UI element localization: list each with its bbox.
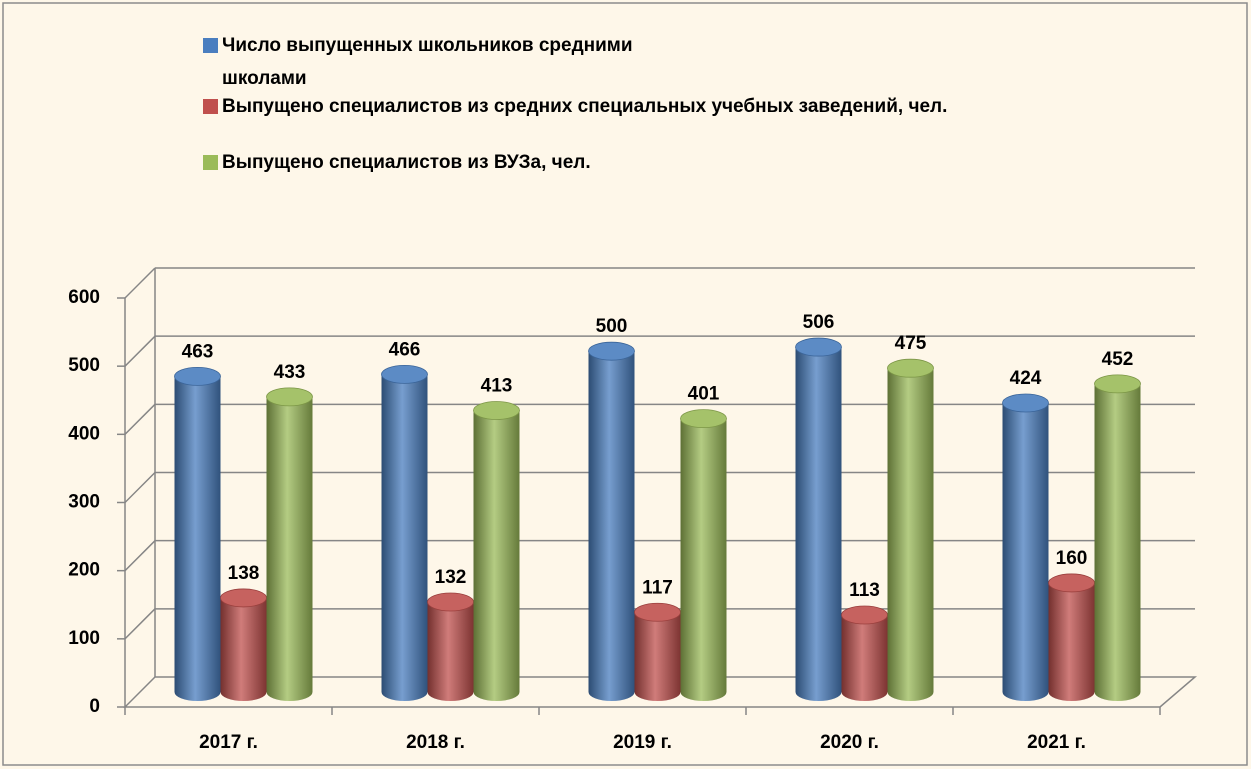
legend-label: Выпущено специалистов из средних специал…	[222, 96, 948, 117]
cylinder	[473, 410, 520, 702]
grid-line-side	[124, 540, 156, 572]
legend-label: Выпущено специалистов из ВУЗа, чел.	[222, 152, 591, 173]
data-label: 160	[1056, 548, 1088, 569]
data-label: 475	[895, 333, 927, 354]
x-tick-label: 2020 г.	[820, 732, 879, 753]
data-label: 117	[642, 577, 673, 598]
y-tick-label: 100	[68, 628, 100, 649]
cylinder-top	[1094, 374, 1141, 394]
legend-label: Число выпущенных школьников средними шко…	[222, 35, 633, 89]
y-tick-label: 600	[68, 287, 100, 308]
cylinder	[588, 351, 635, 702]
data-label: 466	[389, 339, 421, 360]
y-tick-label: 400	[68, 423, 100, 444]
legend-item: Число выпущенных школьников средними шко…	[203, 29, 633, 95]
data-label: 113	[849, 580, 880, 601]
cylinder-top	[841, 605, 888, 625]
cylinder	[1048, 582, 1095, 702]
x-tick-label: 2017 г.	[199, 732, 258, 753]
cylinder-top	[381, 364, 428, 384]
cylinder-top	[680, 409, 727, 429]
cylinder	[220, 597, 267, 702]
data-label: 500	[596, 316, 628, 337]
cylinder-top	[1002, 393, 1049, 413]
cylinder	[266, 396, 313, 702]
data-label: 424	[1010, 368, 1042, 389]
legend-swatch	[203, 155, 218, 170]
data-label: 132	[435, 567, 467, 588]
cylinder	[381, 374, 428, 702]
legend-item: Выпущено специалистов из средних специал…	[203, 90, 947, 123]
floor	[123, 676, 1198, 708]
cylinder	[841, 614, 888, 702]
cylinder-top	[887, 358, 934, 378]
x-tick-label: 2021 г.	[1027, 732, 1086, 753]
grid-line-side	[124, 471, 156, 504]
x-tick-label: 2018 г.	[406, 732, 465, 753]
cylinder	[427, 602, 474, 702]
cylinder	[887, 368, 934, 702]
y-tick-label: 300	[68, 492, 100, 513]
legend-item: Выпущено специалистов из ВУЗа, чел.	[203, 146, 591, 179]
cylinder-top	[220, 588, 267, 608]
cylinder	[1094, 383, 1141, 702]
grid-line-side	[124, 608, 156, 640]
cylinder-top	[174, 366, 221, 386]
y-tick-label: 500	[68, 355, 100, 376]
cylinder-top	[588, 341, 635, 361]
cylinder	[174, 376, 221, 702]
data-label: 413	[481, 375, 513, 396]
data-label: 506	[803, 312, 835, 333]
y-tick-label: 0	[89, 696, 100, 717]
cylinder-top	[634, 602, 681, 622]
cylinder	[1002, 402, 1049, 702]
cylinder-top	[473, 401, 520, 420]
legend-swatch	[203, 38, 218, 53]
cylinder-top	[795, 337, 842, 357]
data-label: 433	[274, 362, 306, 383]
cylinder-top	[427, 592, 474, 612]
legend-swatch	[203, 99, 218, 114]
data-label: 138	[228, 563, 260, 584]
data-label: 401	[688, 384, 720, 405]
data-label: 452	[1102, 349, 1134, 370]
cylinder-top	[266, 387, 313, 407]
y-tick-label: 200	[68, 560, 100, 581]
cylinder	[795, 347, 842, 702]
cylinder	[680, 418, 727, 702]
x-tick-label: 2019 г.	[613, 732, 672, 753]
grid-line-side	[124, 403, 156, 435]
grid-line-side	[124, 335, 156, 367]
grid-line-side	[124, 267, 156, 299]
cylinder	[634, 612, 681, 702]
data-label: 463	[182, 341, 214, 362]
cylinder-top	[1048, 573, 1095, 593]
